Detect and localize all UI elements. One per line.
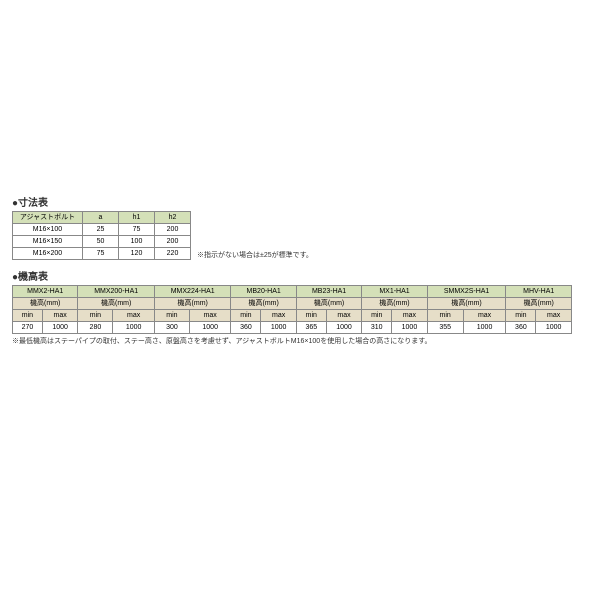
t2-unit: 機高(mm) [13, 298, 78, 310]
t2-model: MHV-HA1 [506, 286, 572, 298]
t2-val: 1000 [536, 322, 572, 334]
t2-val: 360 [506, 322, 536, 334]
height-table: MMX2-HA1 MMX200-HA1 MMX224-HA1 MB20-HA1 … [12, 285, 572, 334]
t2-max: max [326, 310, 362, 322]
t2-val: 1000 [42, 322, 78, 334]
t2-unit: 機高(mm) [362, 298, 427, 310]
t2-min: min [427, 310, 463, 322]
table-row: M16×200 75 120 220 [13, 248, 191, 260]
t2-min: min [296, 310, 326, 322]
t1-cell: 75 [119, 224, 155, 236]
t2-unit: 機高(mm) [78, 298, 155, 310]
t1-cell: 200 [155, 236, 191, 248]
table-row: M16×100 25 75 200 [13, 224, 191, 236]
t1-cell: M16×100 [13, 224, 83, 236]
t2-val: 1000 [463, 322, 506, 334]
height-note: ※最低機高はステーパイプの取付、ステー高さ、原盤高さを考慮せず、アジャストボルト… [12, 336, 588, 346]
t1-cell: 120 [119, 248, 155, 260]
t2-val: 1000 [392, 322, 428, 334]
t2-max: max [536, 310, 572, 322]
dimensions-table: アジャストボルト a h1 h2 M16×100 25 75 200 M16×1… [12, 211, 191, 260]
t2-model: MMX224-HA1 [154, 286, 231, 298]
t2-unit: 機高(mm) [231, 298, 296, 310]
t2-val: 1000 [113, 322, 155, 334]
t1-cell: M16×200 [13, 248, 83, 260]
t2-min: min [362, 310, 392, 322]
dimensions-title: ●寸法表 [12, 194, 588, 209]
t2-max: max [189, 310, 231, 322]
t2-model: MB20-HA1 [231, 286, 296, 298]
t2-max: max [463, 310, 506, 322]
table-row: 270 1000 280 1000 300 1000 360 1000 365 … [13, 322, 572, 334]
t2-unit: 機高(mm) [296, 298, 361, 310]
t2-model: MB23-HA1 [296, 286, 361, 298]
t2-val: 280 [78, 322, 113, 334]
t2-max: max [42, 310, 78, 322]
t2-min: min [506, 310, 536, 322]
t2-model: SMMX2S-HA1 [427, 286, 506, 298]
t2-min: min [231, 310, 261, 322]
t1-h-a: a [83, 212, 119, 224]
table-row: M16×150 50 100 200 [13, 236, 191, 248]
t1-h-bolt: アジャストボルト [13, 212, 83, 224]
t2-min: min [154, 310, 189, 322]
t2-unit: 機高(mm) [427, 298, 506, 310]
t2-val: 365 [296, 322, 326, 334]
t2-val: 1000 [189, 322, 231, 334]
t1-cell: 50 [83, 236, 119, 248]
dimensions-note: ※指示がない場合は±25が標準です。 [197, 250, 313, 260]
t2-val: 1000 [261, 322, 297, 334]
t2-min: min [78, 310, 113, 322]
t2-model: MMX2-HA1 [13, 286, 78, 298]
t1-h-h1: h1 [119, 212, 155, 224]
t1-cell: 100 [119, 236, 155, 248]
t2-unit: 機高(mm) [506, 298, 572, 310]
t2-val: 1000 [326, 322, 362, 334]
t2-val: 300 [154, 322, 189, 334]
t2-model: MMX200-HA1 [78, 286, 155, 298]
t1-cell: 200 [155, 224, 191, 236]
t2-max: max [261, 310, 297, 322]
t2-min: min [13, 310, 43, 322]
height-title: ●機高表 [12, 268, 588, 283]
t1-cell: 25 [83, 224, 119, 236]
t2-unit: 機高(mm) [154, 298, 231, 310]
t2-model: MX1-HA1 [362, 286, 427, 298]
t2-max: max [113, 310, 155, 322]
t1-cell: M16×150 [13, 236, 83, 248]
t2-val: 270 [13, 322, 43, 334]
t2-val: 360 [231, 322, 261, 334]
t2-val: 310 [362, 322, 392, 334]
t1-h-h2: h2 [155, 212, 191, 224]
t2-val: 355 [427, 322, 463, 334]
t1-cell: 220 [155, 248, 191, 260]
t1-cell: 75 [83, 248, 119, 260]
t2-max: max [392, 310, 428, 322]
